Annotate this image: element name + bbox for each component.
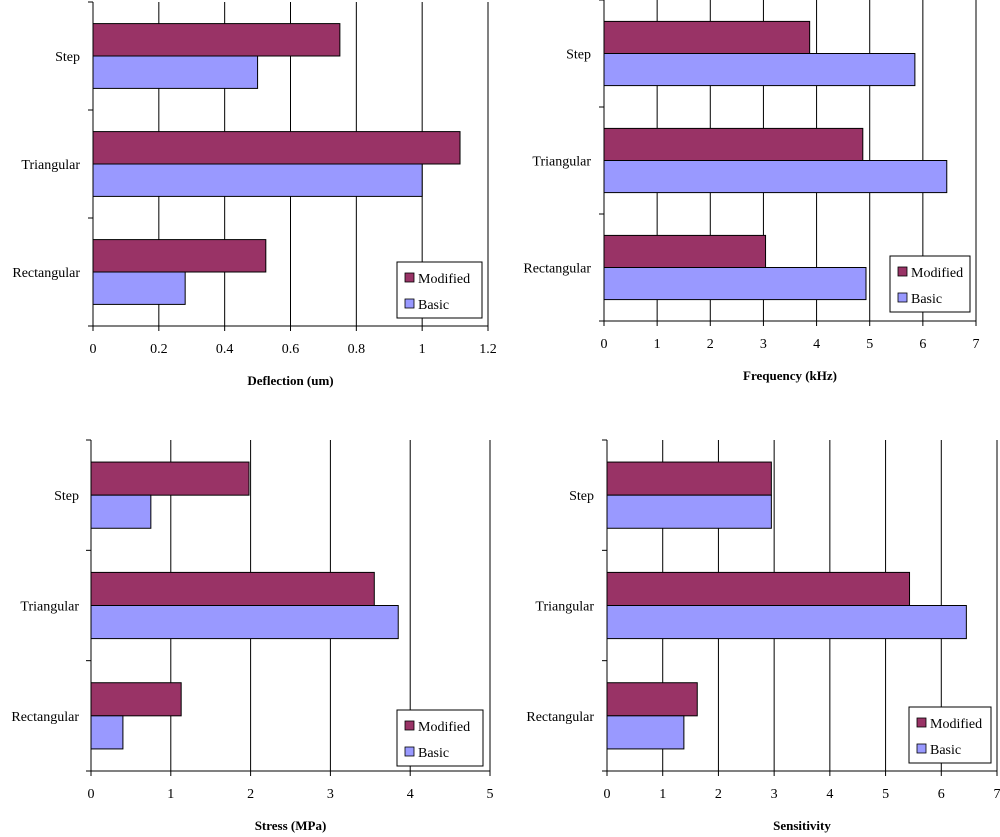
legend: Modified Basic	[889, 255, 971, 313]
bar-basic-rectangular	[603, 267, 867, 301]
x-tick-label: 1	[167, 787, 174, 802]
x-axis-title: Sensitivity	[773, 818, 831, 833]
x-tick-label: 6	[938, 787, 945, 802]
legend-label-modified: Modified	[930, 717, 982, 732]
category-label: Triangular	[21, 158, 80, 173]
category-label: Triangular	[535, 600, 594, 615]
x-tick-label: 5	[882, 787, 889, 802]
x-tick-label: 0	[601, 337, 608, 352]
x-tick-label: 5	[487, 787, 494, 802]
legend-label-basic: Basic	[930, 743, 961, 758]
x-tick-label: 0.2	[150, 342, 168, 357]
legend-swatch-basic	[897, 292, 908, 303]
x-tick-label: 7	[973, 337, 980, 352]
x-tick-label: 7	[994, 787, 1000, 802]
chart-1: Step Triangular Rectangular 0 0.2 0.4 0.6 0.8 1 1…	[12, 1, 497, 388]
category-label: Triangular	[20, 600, 79, 615]
legend-label-modified: Modified	[418, 272, 470, 287]
category-label: Rectangular	[523, 262, 591, 277]
x-tick-label: 1	[419, 342, 426, 357]
legend-swatch-basic	[916, 743, 927, 754]
bar-basic-rectangular	[92, 271, 186, 305]
legend-label-modified: Modified	[418, 720, 470, 735]
bar-basic-step	[92, 55, 259, 89]
x-tick-label: 0.4	[216, 342, 234, 357]
bar-basic-triangular	[92, 163, 423, 197]
legend-box	[908, 706, 992, 764]
bar-basic-rectangular	[606, 715, 685, 750]
x-tick-label: 5	[866, 337, 873, 352]
category-label: Rectangular	[11, 710, 79, 725]
legend-swatch-modified	[916, 717, 927, 728]
x-tick-label: 4	[407, 787, 414, 802]
chart-2: Step Triangular Rectangular 0 1 2 3 4 5 6 7 Frequen…	[523, 0, 980, 383]
legend-box	[396, 709, 484, 767]
category-label: Step	[566, 48, 591, 63]
legend-box	[396, 261, 483, 319]
x-tick-label: 0	[88, 787, 95, 802]
legend: Modified Basic	[396, 261, 483, 319]
legend: Modified Basic	[908, 706, 992, 764]
legend-label-basic: Basic	[418, 746, 449, 761]
bar-modified-triangular	[606, 571, 911, 607]
x-tick-label: 1	[659, 787, 666, 802]
bar-basic-triangular	[603, 160, 948, 194]
bar-modified-rectangular	[606, 682, 698, 717]
bar-modified-triangular	[92, 131, 461, 165]
x-tick-label: 3	[760, 337, 767, 352]
bar-basic-triangular	[90, 605, 399, 640]
x-tick-label: 0.8	[348, 342, 366, 357]
bar-modified-step	[90, 461, 250, 496]
legend-label-modified: Modified	[911, 266, 963, 281]
bar-modified-step	[603, 20, 811, 54]
legend-label-basic: Basic	[418, 298, 449, 313]
x-axis-title: Stress (MPa)	[255, 818, 327, 833]
bar-modified-triangular	[603, 127, 864, 161]
x-tick-label: 2	[707, 337, 714, 352]
bar-modified-step	[606, 461, 772, 496]
x-tick-label: 3	[771, 787, 778, 802]
legend-swatch-modified	[404, 272, 415, 283]
chart-3: Step Triangular Rectangular 0 1 2 3 4 5 Stress (M…	[11, 439, 494, 833]
x-tick-label: 6	[919, 337, 926, 352]
x-tick-label: 2	[247, 787, 254, 802]
x-tick-label: 0.6	[282, 342, 300, 357]
bar-basic-triangular	[606, 605, 967, 640]
bar-modified-rectangular	[603, 234, 767, 268]
bar-basic-rectangular	[90, 715, 124, 750]
bar-modified-step	[92, 23, 341, 57]
bar-modified-rectangular	[90, 682, 182, 717]
legend-box	[889, 255, 971, 313]
legend-swatch-modified	[897, 266, 908, 277]
x-axis-title: Deflection (um)	[247, 373, 333, 388]
legend: Modified Basic	[396, 709, 484, 767]
category-label: Triangular	[532, 155, 591, 170]
category-label: Rectangular	[12, 266, 80, 281]
category-label: Step	[55, 50, 80, 65]
bar-basic-step	[603, 53, 916, 87]
x-tick-label: 1	[654, 337, 661, 352]
bar-basic-step	[606, 494, 772, 529]
bar-modified-triangular	[90, 571, 375, 607]
x-tick-label: 3	[327, 787, 334, 802]
bar-modified-rectangular	[92, 239, 267, 273]
x-tick-label: 4	[826, 787, 833, 802]
bar-basic-step	[90, 494, 152, 529]
legend-swatch-basic	[404, 298, 415, 309]
category-label: Step	[569, 489, 594, 504]
x-axis-title: Frequency (kHz)	[743, 368, 837, 383]
category-label: Rectangular	[526, 710, 594, 725]
legend-label-basic: Basic	[911, 292, 942, 307]
legend-swatch-modified	[404, 720, 415, 731]
x-tick-label: 2	[715, 787, 722, 802]
x-tick-label: 4	[813, 337, 820, 352]
x-tick-label: 1.2	[479, 342, 497, 357]
x-tick-label: 0	[90, 342, 97, 357]
legend-swatch-basic	[404, 746, 415, 757]
category-label: Step	[54, 489, 79, 504]
x-tick-label: 0	[604, 787, 611, 802]
chart-4: Step Triangular Rectangular 0 1 2 3 4 5 6 7 Sensiti…	[526, 439, 1000, 833]
